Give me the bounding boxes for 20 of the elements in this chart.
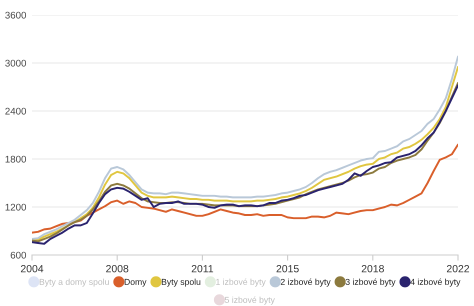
legend-label: 3 izbové byty [346,278,396,287]
y-tick-label: 3600 [5,12,26,19]
legend-label: Domy [124,278,146,287]
y-tick-label: 2400 [5,108,26,115]
x-tick-label: 2018 [362,264,384,272]
line-series [32,144,458,234]
x-tick-label: 2015 [276,264,299,272]
y-tick-label: 3000 [5,60,26,67]
x-tick-label: 2004 [20,264,44,272]
y-tick-label: 600 [10,252,26,259]
x-tick-label: 2022 [446,264,470,272]
x-tick-label: 2011 [192,264,214,272]
legend-label: 2 izbové byty [280,278,331,287]
legend-label: Byty a domy spolu [40,278,109,287]
y-tick-label: 1800 [6,156,26,163]
x-tick-label: 2008 [106,264,128,272]
y-tick-label: 1200 [6,204,26,211]
legend-label: 1 izbové byty [216,278,266,287]
legend-label: 5 izbové byty [224,296,275,305]
legend-label: Byty spolu [162,278,200,287]
